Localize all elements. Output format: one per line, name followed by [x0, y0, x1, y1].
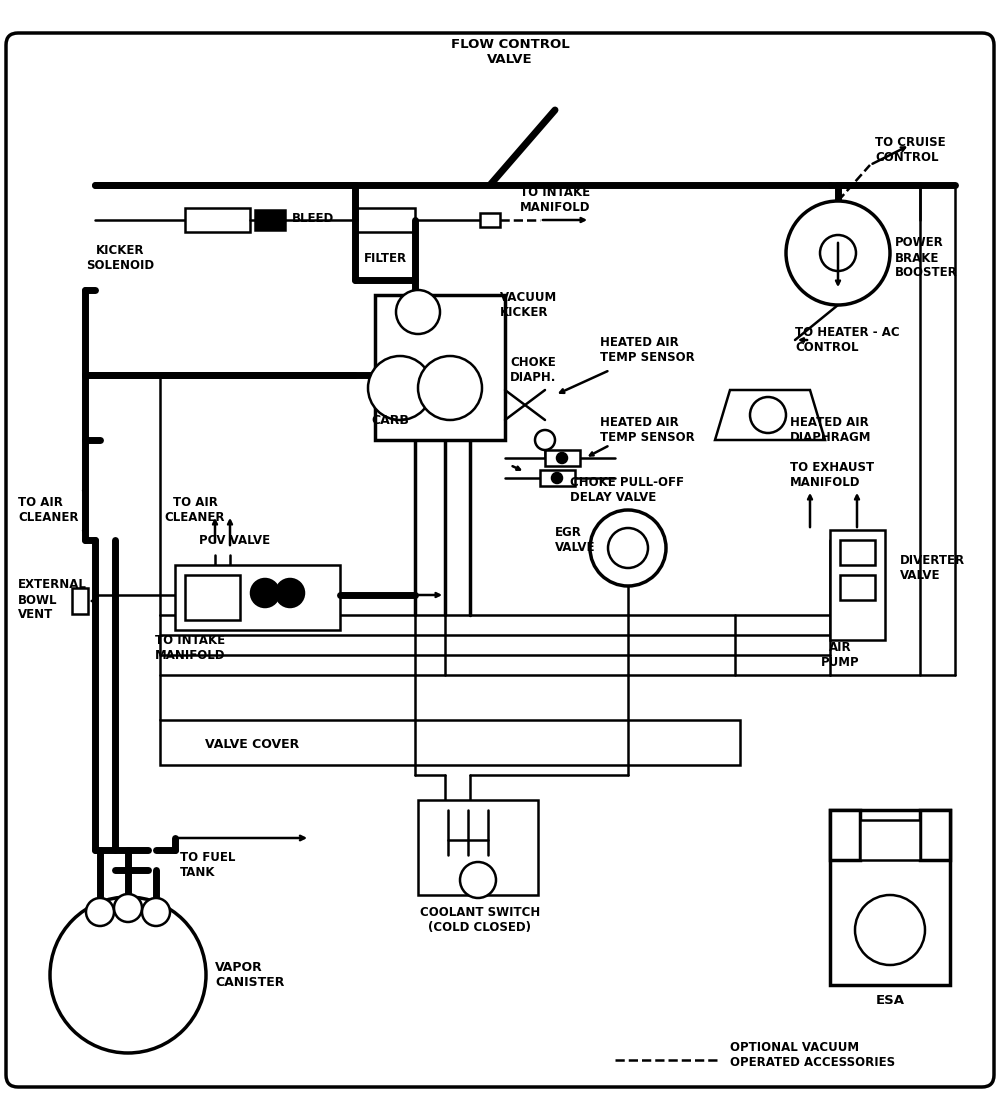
Circle shape	[86, 898, 114, 926]
Bar	[355, 208, 415, 232]
Text: CARB: CARB	[371, 414, 409, 426]
Circle shape	[590, 510, 666, 586]
Text: ESA: ESA	[876, 993, 904, 1006]
Text: BLEED: BLEED	[292, 211, 334, 225]
Bar	[185, 208, 250, 232]
Text: OPTIONAL VACUUM
OPERATED ACCESSORIES: OPTIONAL VACUUM OPERATED ACCESSORIES	[730, 1042, 895, 1069]
Circle shape	[786, 201, 890, 305]
Text: EGR
VALVE: EGR VALVE	[555, 526, 596, 554]
Text: CHOKE
DIAPH.: CHOKE DIAPH.	[510, 356, 556, 384]
Bar	[840, 575, 875, 600]
Polygon shape	[715, 390, 825, 440]
Bar	[160, 720, 740, 765]
Text: FILTER: FILTER	[363, 251, 407, 264]
Text: CHOKE PULL-OFF
DELAY VALVE: CHOKE PULL-OFF DELAY VALVE	[570, 476, 684, 504]
Text: PCV VALVE: PCV VALVE	[199, 534, 271, 546]
Circle shape	[251, 579, 279, 607]
Text: VALVE COVER: VALVE COVER	[205, 739, 299, 752]
Bar	[920, 810, 950, 860]
Circle shape	[142, 898, 170, 926]
Bar	[185, 575, 240, 620]
Circle shape	[114, 894, 142, 922]
Text: HEATED AIR
TEMP SENSOR: HEATED AIR TEMP SENSOR	[600, 336, 695, 364]
Text: TO INTAKE
MANIFOLD: TO INTAKE MANIFOLD	[520, 186, 590, 214]
Circle shape	[535, 430, 555, 450]
Bar	[72, 588, 88, 614]
Text: POWER
BRAKE
BOOSTER: POWER BRAKE BOOSTER	[895, 237, 958, 280]
Bar	[375, 295, 505, 440]
Bar	[830, 810, 950, 985]
Circle shape	[418, 356, 482, 419]
Text: AIR
PUMP: AIR PUMP	[821, 641, 859, 669]
Text: TO EXHAUST
MANIFOLD: TO EXHAUST MANIFOLD	[790, 461, 874, 489]
Text: TO CRUISE
CONTROL: TO CRUISE CONTROL	[875, 137, 946, 164]
Bar	[830, 530, 885, 640]
Bar	[840, 539, 875, 565]
Text: COOLANT SWITCH
(COLD CLOSED): COOLANT SWITCH (COLD CLOSED)	[420, 906, 540, 934]
FancyBboxPatch shape	[6, 33, 994, 1087]
Circle shape	[460, 862, 496, 898]
Text: TO AIR
CLEANER: TO AIR CLEANER	[18, 495, 78, 524]
Circle shape	[557, 453, 567, 464]
Text: HEATED AIR
TEMP SENSOR: HEATED AIR TEMP SENSOR	[600, 416, 695, 444]
Bar	[175, 565, 340, 630]
Bar	[418, 800, 538, 895]
Text: KICKER
SOLENOID: KICKER SOLENOID	[86, 244, 154, 272]
Circle shape	[50, 897, 206, 1053]
Text: TO INTAKE
MANIFOLD: TO INTAKE MANIFOLD	[155, 634, 225, 662]
Bar	[480, 212, 500, 227]
Circle shape	[750, 397, 786, 433]
Text: TO FUEL
TANK: TO FUEL TANK	[180, 851, 235, 879]
Circle shape	[552, 473, 562, 483]
Circle shape	[276, 579, 304, 607]
Bar	[830, 810, 860, 860]
Text: VACUUM
KICKER: VACUUM KICKER	[500, 291, 557, 319]
Bar	[255, 210, 285, 230]
Circle shape	[396, 290, 440, 334]
Bar	[540, 470, 575, 486]
Text: DIVERTER
VALVE: DIVERTER VALVE	[900, 554, 965, 582]
Bar	[545, 450, 580, 466]
Text: FLOW CONTROL
VALVE: FLOW CONTROL VALVE	[451, 39, 569, 66]
Bar	[860, 820, 920, 860]
Circle shape	[608, 528, 648, 568]
Circle shape	[368, 356, 432, 419]
Text: TO HEATER - AC
CONTROL: TO HEATER - AC CONTROL	[795, 326, 900, 355]
Text: HEATED AIR
DIAPHRAGM: HEATED AIR DIAPHRAGM	[790, 416, 872, 444]
Text: VAPOR
CANISTER: VAPOR CANISTER	[215, 961, 284, 989]
Circle shape	[855, 895, 925, 964]
Text: EXTERNAL
BOWL
VENT: EXTERNAL BOWL VENT	[18, 578, 87, 621]
Circle shape	[820, 235, 856, 271]
Text: TO AIR
CLEANER: TO AIR CLEANER	[165, 495, 225, 524]
